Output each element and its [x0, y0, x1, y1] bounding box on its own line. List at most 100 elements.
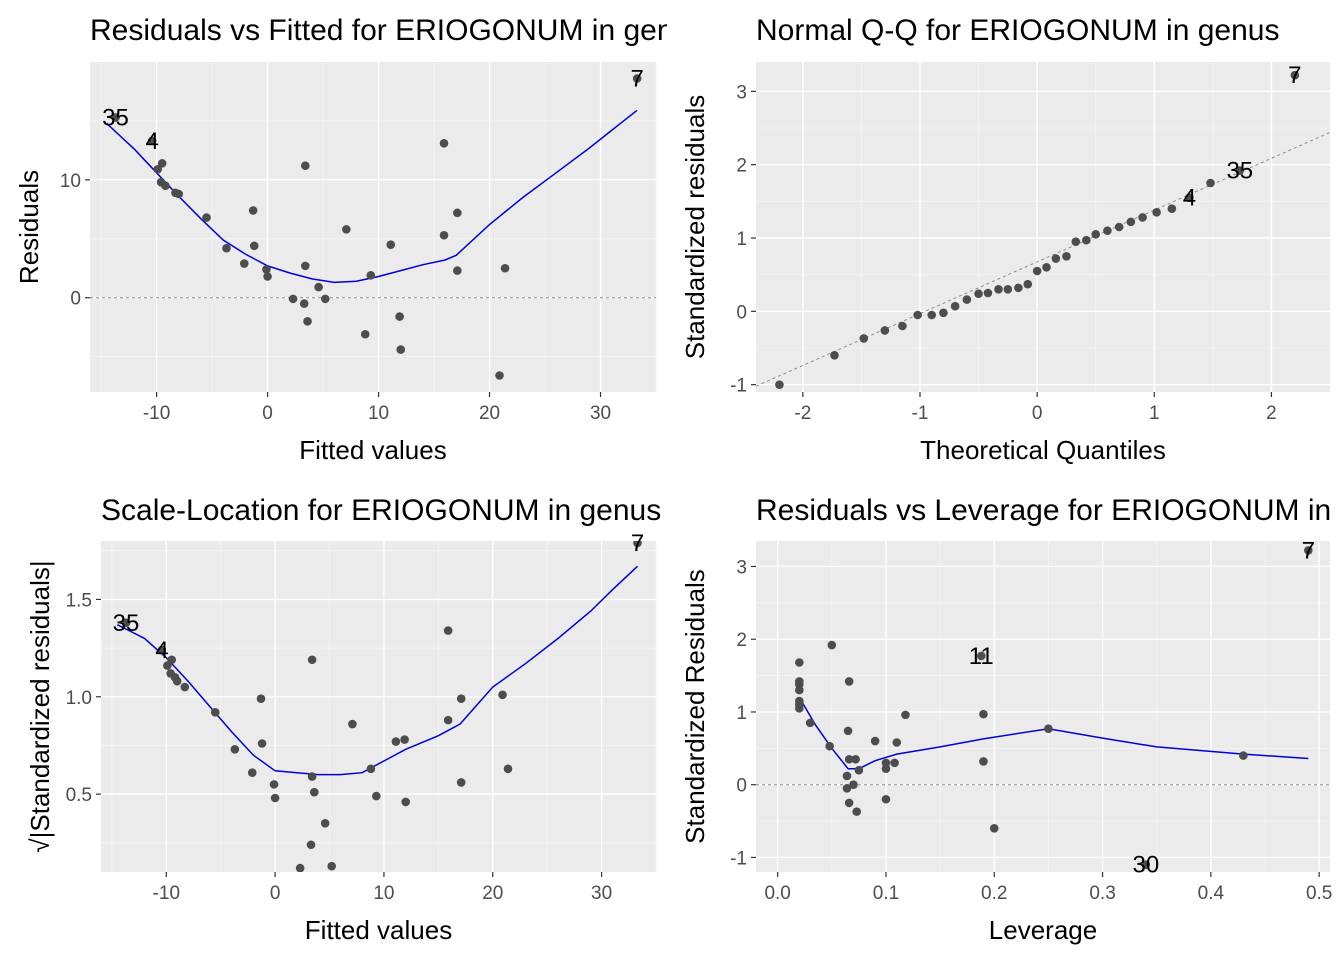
plot-panel-background [90, 62, 656, 392]
data-point [976, 651, 986, 661]
data-point [1014, 283, 1023, 293]
data-point [503, 764, 513, 774]
y-tick-label: 0 [736, 776, 747, 797]
data-point [320, 819, 330, 828]
x-tick-label: 0.1 [873, 883, 899, 904]
data-point [983, 288, 993, 298]
x-tick-label: 20 [479, 403, 500, 424]
data-point [314, 282, 323, 292]
data-point [844, 754, 854, 764]
x-tick-label: 1 [1149, 403, 1160, 424]
data-layer [756, 70, 1330, 389]
data-point [830, 351, 839, 360]
data-point [852, 807, 862, 816]
data-point [1167, 204, 1177, 213]
chart-panel-3: 7 35 4 -10 0 10 20 30 0.5 1.0 1.5 Fitted values √|St… [25, 494, 661, 945]
data-point [898, 321, 907, 331]
data-point [1290, 70, 1300, 80]
point-label: 7 [631, 530, 644, 557]
data-point [396, 345, 406, 354]
point-label: 4 [145, 128, 158, 155]
x-tick-label: 10 [373, 883, 394, 904]
data-point [881, 764, 891, 773]
data-point [443, 626, 453, 635]
data-point [870, 736, 880, 746]
data-point [161, 181, 170, 191]
data-point [880, 326, 890, 335]
point-label: 35 [1226, 158, 1253, 185]
data-point [890, 758, 899, 768]
data-point [851, 754, 860, 764]
data-point [1091, 230, 1101, 239]
y-tick-label: 0.5 [66, 785, 92, 806]
data-point [301, 261, 310, 271]
x-axis-title: Leverage [989, 915, 1097, 945]
point-label: 30 [1133, 852, 1160, 879]
data-point [881, 794, 891, 804]
data-point [1071, 237, 1081, 246]
x-tick-label: 0.2 [981, 883, 1007, 904]
x-tick-label: -10 [143, 403, 170, 424]
x-tick-label: 0 [262, 403, 273, 424]
data-point [147, 136, 157, 146]
data-point [994, 285, 1003, 294]
data-point [172, 676, 182, 686]
point-label: 35 [113, 610, 140, 637]
data-point [843, 726, 853, 736]
data-point [1304, 546, 1313, 555]
data-layer [90, 74, 656, 380]
data-point [401, 797, 411, 807]
data-point [1042, 263, 1051, 272]
y-tick-label: 2 [736, 156, 747, 177]
data-point [230, 745, 240, 754]
data-point [299, 299, 309, 308]
data-point [157, 645, 167, 655]
data-point [1003, 285, 1013, 294]
data-point [1082, 235, 1091, 245]
data-point [456, 778, 466, 787]
plot-panel-background [756, 541, 1330, 872]
x-tick-label: 0 [270, 883, 281, 904]
y-tick-label: 10 [60, 171, 81, 192]
data-point [443, 715, 453, 725]
data-point [360, 329, 370, 339]
data-point [842, 784, 852, 793]
data-point [849, 780, 858, 790]
data-point [391, 737, 401, 746]
data-point [844, 677, 854, 686]
x-axis-title: Theoretical Quantiles [920, 435, 1166, 465]
data-point [153, 164, 162, 174]
data-point [979, 709, 988, 719]
data-point [256, 694, 266, 704]
smoother-line [798, 697, 1309, 770]
data-point [327, 861, 337, 871]
data-point [805, 718, 815, 728]
data-point [202, 213, 211, 222]
x-tick-label: 0.4 [1198, 883, 1225, 904]
data-point [1103, 226, 1112, 235]
data-point [989, 824, 999, 833]
data-point [342, 225, 351, 234]
data-point [307, 772, 317, 781]
data-point [1023, 279, 1033, 289]
plot-title: Residuals vs Fitted for ERIOGONUM in gen… [90, 14, 705, 47]
data-point [1138, 213, 1147, 222]
chart-panel-1: 7 35 4 -10 0 10 20 30 0 10 Fitted values Residuals R… [14, 14, 705, 465]
data-point [453, 208, 462, 218]
data-point [295, 863, 305, 872]
x-axis-title: Fitted values [299, 435, 446, 465]
data-point [1239, 751, 1248, 760]
data-layer [756, 546, 1330, 870]
plot-title: Residuals vs Leverage for ERIOGONUM in g… [756, 494, 1344, 527]
data-point [775, 380, 784, 389]
x-tick-label: 2 [1266, 403, 1277, 424]
point-label: 11 [969, 643, 994, 670]
x-tick-label: 10 [368, 403, 389, 424]
data-point [825, 741, 834, 751]
data-point [979, 757, 988, 766]
data-point [288, 294, 298, 304]
y-axis-title: √|Standardized residuals| [25, 560, 55, 852]
data-point [1114, 222, 1124, 232]
data-point [400, 735, 409, 744]
